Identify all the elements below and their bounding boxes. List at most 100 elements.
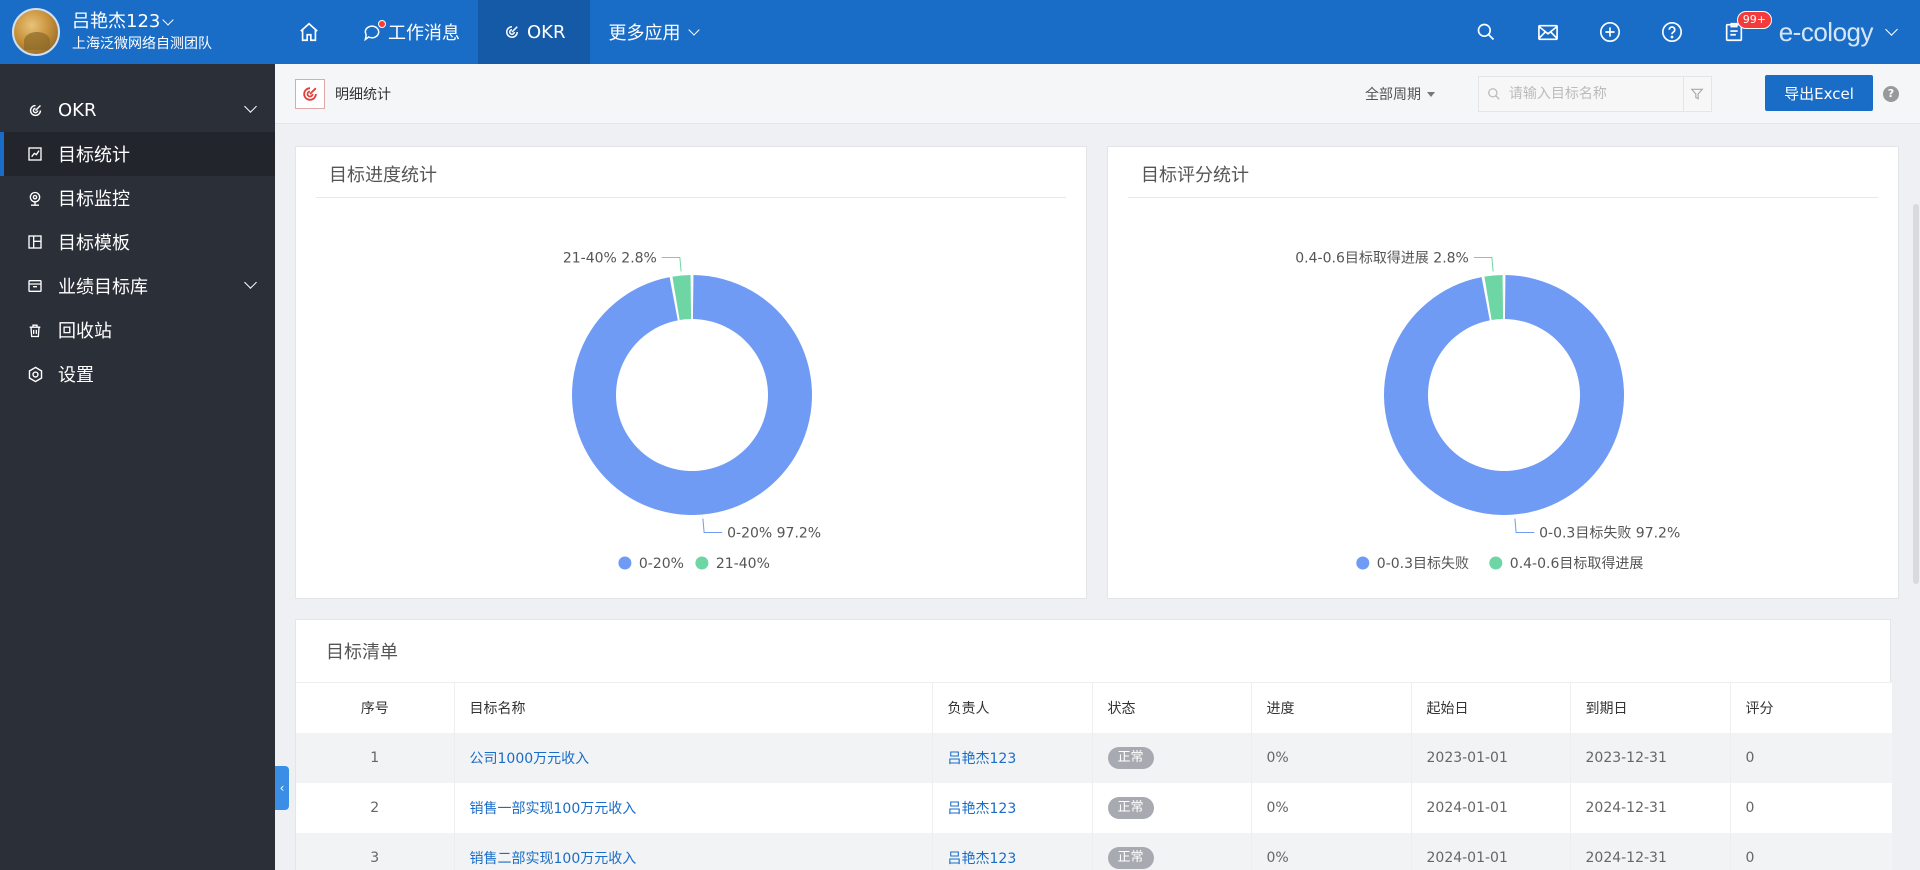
sidebar-item-okr[interactable]: OKR xyxy=(0,88,275,132)
avatar[interactable] xyxy=(12,8,60,56)
sidebar-item-goal-stats[interactable]: 目标统计 xyxy=(0,132,275,176)
progress-cell: 0% xyxy=(1251,782,1412,833)
divider xyxy=(1128,197,1878,198)
status-badge: 正常 xyxy=(1107,746,1154,769)
search-box xyxy=(1478,76,1712,112)
end-date-cell: 2023-12-31 xyxy=(1570,732,1731,783)
end-date-cell: 2024-12-31 xyxy=(1570,782,1731,833)
nav-more-apps[interactable]: 更多应用 xyxy=(590,0,716,64)
clipboard-icon xyxy=(1725,22,1742,42)
notification-badge: 99+ xyxy=(1736,11,1772,29)
sidebar-item-goal-template[interactable]: 目标模板 xyxy=(0,220,275,264)
label-leader-line xyxy=(702,518,723,533)
user-name-dropdown[interactable]: 吕艳杰123 xyxy=(72,11,212,33)
filter-icon xyxy=(1690,88,1704,100)
goal-name-link[interactable]: 销售二部实现100万元收入 xyxy=(469,850,637,867)
help-center-button[interactable] xyxy=(1641,0,1703,64)
sidebar-collapse-button[interactable]: ‹ xyxy=(275,766,289,810)
sidebar-item-label: 目标监控 xyxy=(58,189,130,210)
legend-label[interactable]: 21-40% xyxy=(716,556,770,572)
chevron-down-icon[interactable] xyxy=(1885,22,1898,36)
end-date-cell: 2024-12-31 xyxy=(1570,832,1731,870)
sidebar-item-recycle-bin[interactable]: 回收站 xyxy=(0,308,275,352)
home-icon xyxy=(300,22,318,42)
chart-icon xyxy=(26,145,44,163)
legend-label[interactable]: 0-20% xyxy=(639,556,684,572)
chevron-down-icon xyxy=(244,100,257,113)
legend-label[interactable]: 0-0.3目标失败 xyxy=(1377,556,1469,572)
pie-slice-0[interactable] xyxy=(572,275,812,515)
cycle-select[interactable]: 全部周期 xyxy=(1365,84,1435,104)
sidebar-item-settings[interactable]: 设置 xyxy=(0,352,275,396)
status-badge: 正常 xyxy=(1107,796,1154,819)
pie-slice-0[interactable] xyxy=(1384,275,1624,515)
search-icon xyxy=(1479,87,1509,101)
nav-okr-label: OKR xyxy=(527,21,566,43)
search-input[interactable] xyxy=(1508,78,1683,110)
legend-marker[interactable] xyxy=(695,556,709,570)
sidebar-item-goal-monitor[interactable]: 目标监控 xyxy=(0,176,275,220)
slice-label: 0.4-0.6目标取得进展 2.8% xyxy=(1295,250,1469,267)
start-date-cell: 2024-01-01 xyxy=(1411,782,1571,833)
chart-title: 目标评分统计 xyxy=(1141,165,1249,186)
column-header: 到期日 xyxy=(1570,682,1731,733)
page-title: 明细统计 xyxy=(335,87,391,103)
progress-cell: 0% xyxy=(1251,832,1412,870)
status-badge: 正常 xyxy=(1107,846,1154,869)
sidebar-item-label: 回收站 xyxy=(58,321,112,342)
column-header: 起始日 xyxy=(1411,682,1571,733)
pie-slice-1[interactable] xyxy=(672,275,692,321)
owner-link[interactable]: 吕艳杰123 xyxy=(947,750,1017,767)
nav-okr[interactable]: OKR xyxy=(478,0,591,64)
search-button[interactable] xyxy=(1455,0,1517,64)
question-circle-icon xyxy=(1661,22,1682,42)
target-icon xyxy=(506,26,518,38)
brand-logo[interactable]: e-cology xyxy=(1778,16,1874,47)
gear-icon xyxy=(26,365,44,383)
chat-bubble-icon xyxy=(364,25,380,42)
row-number: 2 xyxy=(296,782,455,833)
goal-name-link[interactable]: 销售一部实现100万元收入 xyxy=(469,800,637,817)
help-icon[interactable]: ? xyxy=(1883,86,1899,102)
sidebar-item-label: 目标模板 xyxy=(58,233,130,254)
chevron-left-icon: ‹ xyxy=(279,781,285,795)
nav-home[interactable] xyxy=(280,0,344,64)
sidebar-item-goal-library[interactable]: 业绩目标库 xyxy=(0,264,275,308)
table-row[interactable]: 3 销售二部实现100万元收入 吕艳杰123 正常 0% 2024-01-01 … xyxy=(296,832,1892,870)
column-header: 评分 xyxy=(1730,682,1892,733)
owner-link[interactable]: 吕艳杰123 xyxy=(947,800,1017,817)
start-date-cell: 2023-01-01 xyxy=(1411,732,1571,783)
column-header: 负责人 xyxy=(932,682,1093,733)
table-row[interactable]: 1 公司1000万元收入 吕艳杰123 正常 0% 2023-01-01 202… xyxy=(296,732,1892,783)
top-bar: 吕艳杰123 上海泛微网络自测团队 工作消息 OKR 更多应用 xyxy=(0,0,1920,64)
owner-link[interactable]: 吕艳杰123 xyxy=(947,850,1017,867)
monitor-icon xyxy=(26,189,44,207)
label-leader-line xyxy=(1473,257,1494,272)
legend-marker[interactable] xyxy=(618,556,632,570)
pie-slice-1[interactable] xyxy=(1484,275,1504,321)
label-leader-line xyxy=(1514,518,1535,533)
user-menu[interactable]: 吕艳杰123 上海泛微网络自测团队 xyxy=(12,8,212,56)
nav-more-label: 更多应用 xyxy=(608,23,681,44)
legend-label[interactable]: 0.4-0.6目标取得进展 xyxy=(1510,555,1644,572)
export-excel-button[interactable]: 导出Excel xyxy=(1765,75,1873,111)
add-button[interactable] xyxy=(1579,0,1641,64)
column-header: 状态 xyxy=(1092,682,1252,733)
legend-marker[interactable] xyxy=(1356,556,1370,570)
filter-button[interactable] xyxy=(1682,77,1711,111)
chevron-down-icon xyxy=(162,13,175,26)
goal-name-link[interactable]: 公司1000万元收入 xyxy=(469,750,590,767)
legend-marker[interactable] xyxy=(1489,556,1503,570)
scrollbar[interactable] xyxy=(1913,204,1919,584)
column-header: 进度 xyxy=(1251,682,1412,733)
donut-chart: 0-0.3目标失败 97.2% 0.4-0.6目标取得进展 2.8% 0-0.3目标… xyxy=(1295,250,1680,572)
plus-circle-icon xyxy=(1599,22,1620,42)
mail-button[interactable] xyxy=(1517,0,1579,64)
table-row[interactable]: 2 销售一部实现100万元收入 吕艳杰123 正常 0% 2024-01-01 … xyxy=(296,782,1892,833)
row-number: 3 xyxy=(296,832,455,870)
nav-messages[interactable]: 工作消息 xyxy=(344,0,478,64)
template-icon xyxy=(26,233,44,251)
todo-button[interactable]: 99+ xyxy=(1703,0,1772,64)
archive-icon xyxy=(26,277,44,295)
progress-stats-card: 目标进度统计 0-20% 97.2% 21-40% 2.8% 0-20% 21-40% xyxy=(295,146,1087,599)
